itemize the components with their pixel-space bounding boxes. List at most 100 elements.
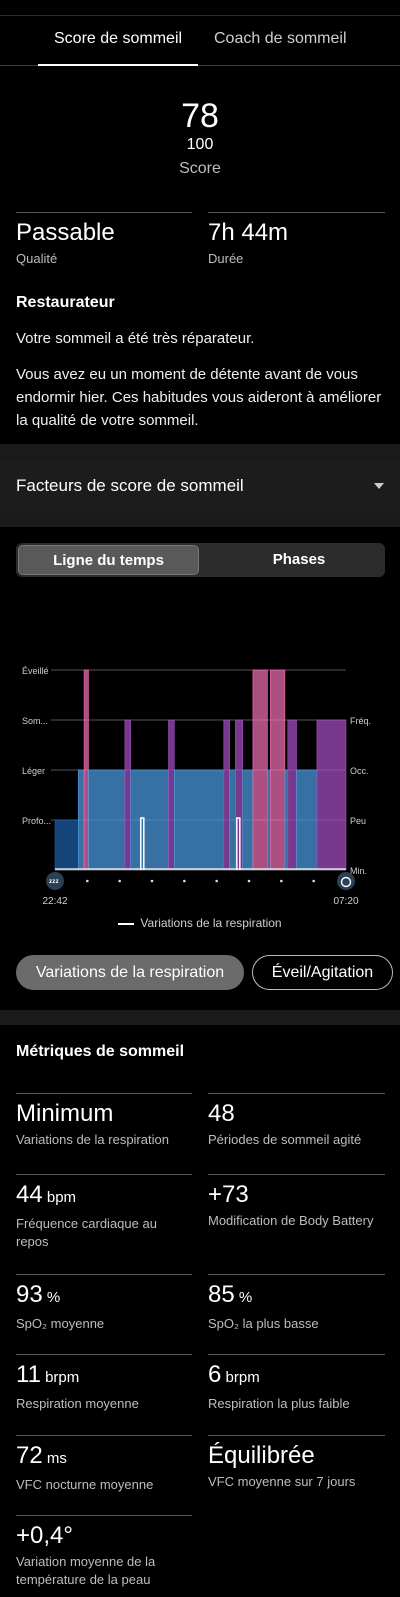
- metric-item: 48 Périodes de sommeil agité: [208, 1093, 385, 1149]
- metric-label: SpO₂ moyenne: [16, 1316, 105, 1331]
- stage-block-light: [130, 769, 169, 871]
- sleep-start-icon: [46, 872, 64, 890]
- metric-item: 72 ms VFC nocturne moyenne: [16, 1435, 192, 1494]
- tab-sleep-coach[interactable]: Coach de sommeil: [214, 30, 347, 47]
- metric-unit: %: [234, 1289, 253, 1306]
- tab-bar: Score de sommeil Coach de sommeil: [0, 16, 400, 66]
- metric-item: 11 brpm Respiration moyenne: [16, 1354, 192, 1413]
- right-axis-label: Occ.: [350, 766, 369, 776]
- duration-value: 7h 44m: [208, 219, 289, 246]
- breathing-event-mark: [140, 817, 145, 870]
- stage-block-rem: [223, 719, 230, 871]
- stage-block-rem: [287, 719, 297, 871]
- tab-sleep-score[interactable]: Score de sommeil: [54, 30, 183, 47]
- metric-label: Périodes de sommeil agité: [208, 1132, 362, 1147]
- restless-toggle[interactable]: Éveil/Agitation: [252, 955, 393, 990]
- divider: [208, 212, 385, 213]
- metric-label: Respiration la plus faible: [208, 1396, 350, 1411]
- metric-item: Équilibrée VFC moyenne sur 7 jours: [208, 1435, 385, 1491]
- score-block: 78 100 Score: [0, 96, 400, 178]
- zzz-icon: ᶻᶻᶻ: [49, 877, 59, 887]
- insight-title: Restaurateur: [16, 294, 115, 311]
- metric-value: 85 %: [208, 1281, 385, 1312]
- metric-number: 6: [208, 1361, 222, 1388]
- legend-label: Variations de la respiration: [140, 916, 282, 930]
- metric-label: Modification de Body Battery: [208, 1213, 374, 1228]
- metric-number: 11: [16, 1361, 41, 1388]
- stage-block-awake: [270, 669, 286, 871]
- sleep-factors-dropdown[interactable]: Facteurs de score de sommeil: [0, 460, 400, 512]
- view-segmented-control: Ligne du temps Phases: [16, 543, 385, 577]
- section-separator: [0, 444, 400, 460]
- time-tick: [86, 879, 89, 883]
- time-tick: [215, 879, 218, 883]
- divider: [16, 1515, 192, 1516]
- metric-value: 48: [208, 1100, 385, 1128]
- metric-value: 44 bpm: [16, 1181, 192, 1212]
- stage-block-light: [174, 769, 225, 871]
- metric-item: 85 % SpO₂ la plus basse: [208, 1274, 385, 1333]
- time-tick: [247, 879, 251, 883]
- metric-label: SpO₂ la plus basse: [208, 1316, 319, 1331]
- active-tab-indicator: [38, 64, 198, 66]
- metric-number: 85: [208, 1281, 235, 1308]
- divider: [208, 1174, 385, 1175]
- metric-unit: bpm: [42, 1189, 77, 1206]
- alarm-clock-face: [340, 876, 352, 888]
- end-time-label: 07:20: [333, 896, 358, 907]
- metric-value: 6 brpm: [208, 1361, 385, 1392]
- divider: [208, 1435, 385, 1436]
- stage-block-awake: [252, 669, 268, 871]
- score-label: Score: [179, 160, 221, 177]
- segment-timeline[interactable]: Ligne du temps: [18, 545, 199, 575]
- metric-item: Minimum Variations de la respiration: [16, 1093, 192, 1149]
- stage-block-deep: [54, 819, 79, 871]
- chart-legend: Variations de la respiration: [0, 916, 400, 930]
- stage-block-rem: [168, 719, 175, 871]
- stage-block-rem: [124, 719, 131, 871]
- right-axis-label: Min.: [350, 866, 367, 876]
- duration-stat: 7h 44m Durée: [208, 212, 385, 268]
- metric-number: Minimum: [16, 1100, 114, 1127]
- quality-value: Passable: [16, 219, 115, 246]
- divider: [16, 1435, 192, 1436]
- stage-block-rem: [316, 719, 347, 871]
- divider: [16, 1354, 192, 1355]
- right-axis-label: Fréq.: [350, 716, 371, 726]
- score-max: 100: [186, 136, 214, 153]
- metric-value: 93 %: [16, 1281, 192, 1312]
- metric-label: VFC moyenne sur 7 jours: [208, 1474, 356, 1489]
- metric-value: 11 brpm: [16, 1361, 192, 1392]
- quality-label: Qualité: [16, 251, 58, 266]
- stage-block-light: [296, 769, 318, 871]
- metric-label: Variations de la respiration: [16, 1132, 169, 1147]
- time-tick: [183, 879, 186, 883]
- metric-value: +73: [208, 1181, 385, 1209]
- metric-label: VFC nocturne moyenne: [16, 1477, 154, 1492]
- metric-label: Respiration moyenne: [16, 1396, 139, 1411]
- segment-phases[interactable]: Phases: [272, 551, 326, 568]
- divider: [208, 1093, 385, 1094]
- metric-number: 72: [16, 1442, 43, 1469]
- legend-line-icon: [118, 922, 135, 925]
- left-axis-label: Som...: [22, 716, 48, 726]
- metric-number: +0,4°: [16, 1522, 73, 1549]
- metric-unit: %: [42, 1289, 61, 1306]
- metric-number: Équilibrée: [208, 1442, 315, 1469]
- start-time-label: 22:42: [42, 896, 67, 907]
- section-separator: [0, 1010, 400, 1025]
- metric-number: 44: [16, 1181, 43, 1208]
- breathing-variations-toggle[interactable]: Variations de la respiration: [16, 955, 244, 990]
- divider: [208, 1354, 385, 1355]
- metric-value: 72 ms: [16, 1442, 192, 1473]
- divider: [208, 1274, 385, 1275]
- metric-unit: ms: [42, 1450, 67, 1467]
- insight-line-2: Vous avez eu un moment de détente avant …: [16, 366, 382, 429]
- right-axis-label: Peu: [350, 816, 366, 826]
- stage-block-light: [229, 769, 236, 871]
- divider: [16, 1174, 192, 1175]
- stage-block-light: [88, 769, 126, 871]
- metric-label: Fréquence cardiaque au repos: [16, 1216, 157, 1249]
- metric-number: 93: [16, 1281, 43, 1308]
- sleep-timeline-chart: Éveillé Som... Léger Profo... Fréq. Occ. Peu Mi…: [22, 666, 371, 907]
